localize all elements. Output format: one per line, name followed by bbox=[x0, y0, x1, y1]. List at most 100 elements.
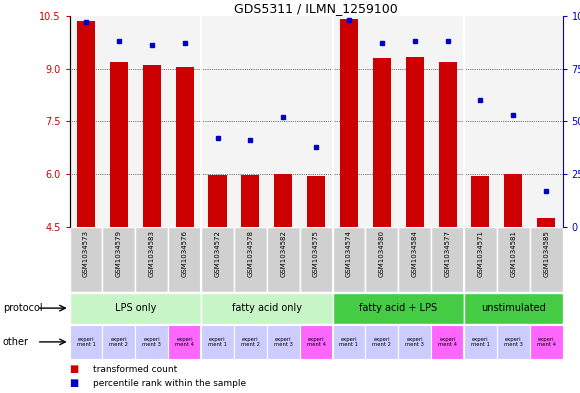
Bar bbox=[168, 16, 201, 227]
Bar bbox=[332, 293, 464, 323]
Bar bbox=[168, 227, 201, 292]
Text: protocol: protocol bbox=[3, 303, 42, 313]
Bar bbox=[274, 174, 292, 227]
Bar bbox=[201, 293, 332, 323]
Text: GSM1034574: GSM1034574 bbox=[346, 230, 352, 277]
Bar bbox=[332, 325, 365, 359]
Text: ■: ■ bbox=[70, 378, 79, 388]
Text: experi
ment 4: experi ment 4 bbox=[175, 336, 194, 347]
Bar bbox=[201, 227, 234, 292]
Text: percentile rank within the sample: percentile rank within the sample bbox=[93, 379, 246, 387]
Text: LPS only: LPS only bbox=[115, 303, 156, 313]
Bar bbox=[365, 16, 398, 227]
Bar bbox=[201, 325, 234, 359]
Title: GDS5311 / ILMN_1259100: GDS5311 / ILMN_1259100 bbox=[234, 2, 398, 15]
Bar bbox=[70, 16, 103, 227]
Bar bbox=[373, 58, 391, 227]
Bar bbox=[398, 16, 431, 227]
Text: fatty acid only: fatty acid only bbox=[232, 303, 302, 313]
Text: experi
ment 1: experi ment 1 bbox=[339, 336, 358, 347]
Text: GSM1034571: GSM1034571 bbox=[477, 230, 484, 277]
Text: GSM1034573: GSM1034573 bbox=[83, 230, 89, 277]
Text: GSM1034580: GSM1034580 bbox=[379, 230, 385, 277]
Text: fatty acid + LPS: fatty acid + LPS bbox=[359, 303, 437, 313]
Text: unstimulated: unstimulated bbox=[481, 303, 546, 313]
Bar bbox=[530, 16, 563, 227]
Bar bbox=[241, 175, 259, 227]
Text: experi
ment 3: experi ment 3 bbox=[405, 336, 424, 347]
Text: experi
ment 2: experi ment 2 bbox=[110, 336, 128, 347]
Text: experi
ment 2: experi ment 2 bbox=[241, 336, 260, 347]
Bar bbox=[472, 176, 490, 227]
Bar bbox=[307, 176, 325, 227]
Text: other: other bbox=[3, 337, 29, 347]
Text: GSM1034583: GSM1034583 bbox=[148, 230, 155, 277]
Text: GSM1034576: GSM1034576 bbox=[182, 230, 188, 277]
Bar bbox=[530, 227, 563, 292]
Bar bbox=[464, 227, 497, 292]
Text: GSM1034575: GSM1034575 bbox=[313, 230, 319, 277]
Bar bbox=[332, 16, 365, 227]
Text: GSM1034578: GSM1034578 bbox=[247, 230, 253, 277]
Bar bbox=[438, 62, 456, 227]
Text: experi
ment 3: experi ment 3 bbox=[504, 336, 523, 347]
Bar bbox=[103, 227, 135, 292]
Bar bbox=[77, 21, 95, 227]
Bar bbox=[300, 227, 332, 292]
Text: experi
ment 3: experi ment 3 bbox=[274, 336, 293, 347]
Bar bbox=[267, 325, 300, 359]
Bar bbox=[110, 62, 128, 227]
Text: experi
ment 2: experi ment 2 bbox=[372, 336, 392, 347]
Text: GSM1034572: GSM1034572 bbox=[215, 230, 220, 277]
Text: experi
ment 1: experi ment 1 bbox=[471, 336, 490, 347]
Bar bbox=[176, 67, 194, 227]
Bar bbox=[365, 227, 398, 292]
Bar bbox=[398, 227, 431, 292]
Bar bbox=[464, 16, 497, 227]
Bar bbox=[208, 175, 227, 227]
Bar bbox=[267, 227, 300, 292]
Bar bbox=[135, 16, 168, 227]
Bar bbox=[300, 16, 332, 227]
Bar bbox=[405, 57, 424, 227]
Bar bbox=[70, 293, 201, 323]
Bar bbox=[201, 16, 234, 227]
Text: experi
ment 4: experi ment 4 bbox=[307, 336, 325, 347]
Bar bbox=[168, 325, 201, 359]
Text: GSM1034577: GSM1034577 bbox=[444, 230, 451, 277]
Bar bbox=[431, 16, 464, 227]
Bar bbox=[332, 227, 365, 292]
Bar bbox=[497, 325, 530, 359]
Bar bbox=[365, 325, 398, 359]
Text: experi
ment 1: experi ment 1 bbox=[77, 336, 96, 347]
Bar bbox=[70, 325, 103, 359]
Bar bbox=[497, 16, 530, 227]
Bar bbox=[143, 65, 161, 227]
Bar bbox=[267, 16, 300, 227]
Bar bbox=[234, 325, 267, 359]
Bar bbox=[300, 325, 332, 359]
Bar bbox=[464, 293, 563, 323]
Bar bbox=[431, 325, 464, 359]
Text: ■: ■ bbox=[70, 364, 79, 375]
Bar bbox=[431, 227, 464, 292]
Text: GSM1034579: GSM1034579 bbox=[116, 230, 122, 277]
Text: GSM1034582: GSM1034582 bbox=[280, 230, 287, 277]
Bar bbox=[537, 219, 555, 227]
Text: experi
ment 4: experi ment 4 bbox=[438, 336, 457, 347]
Bar bbox=[497, 227, 530, 292]
Bar bbox=[340, 19, 358, 227]
Bar bbox=[530, 325, 563, 359]
Text: GSM1034585: GSM1034585 bbox=[543, 230, 549, 277]
Bar bbox=[398, 325, 431, 359]
Text: GSM1034581: GSM1034581 bbox=[510, 230, 516, 277]
Bar bbox=[103, 325, 135, 359]
Text: transformed count: transformed count bbox=[93, 365, 177, 374]
Bar bbox=[70, 227, 103, 292]
Bar bbox=[234, 16, 267, 227]
Text: experi
ment 3: experi ment 3 bbox=[142, 336, 161, 347]
Bar bbox=[464, 325, 497, 359]
Bar bbox=[103, 16, 135, 227]
Text: experi
ment 4: experi ment 4 bbox=[536, 336, 556, 347]
Bar bbox=[234, 227, 267, 292]
